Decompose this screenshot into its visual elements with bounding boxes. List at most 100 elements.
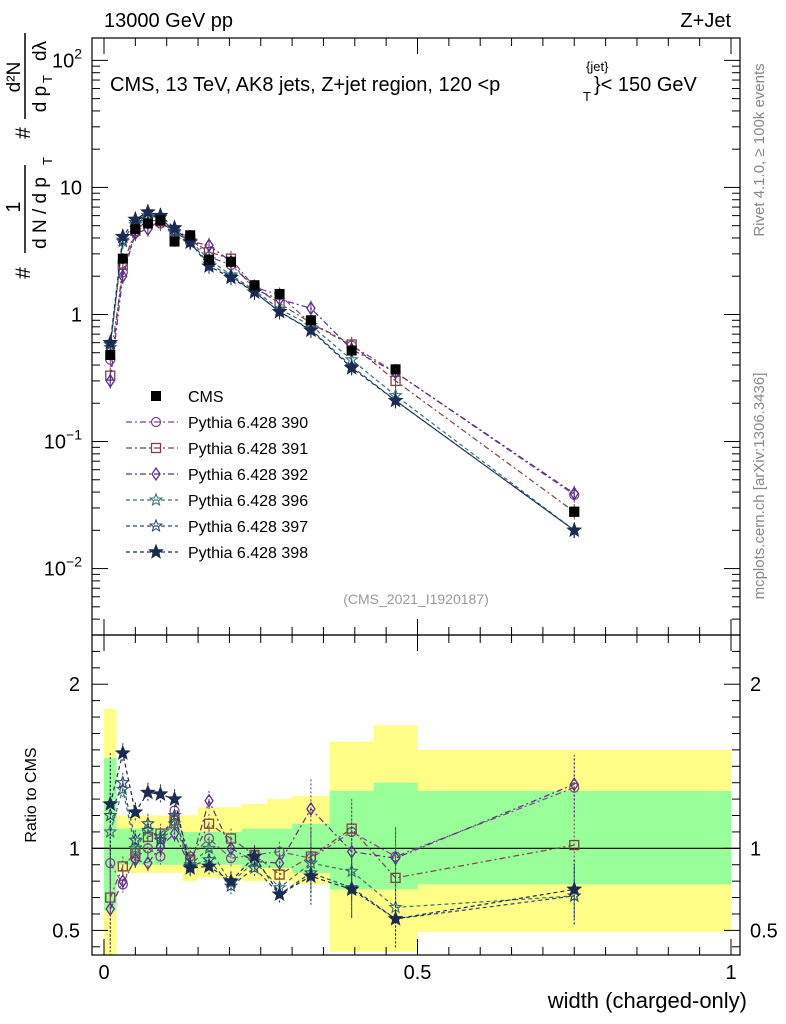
legend-marker [151, 466, 161, 482]
cms-data-point [142, 218, 153, 229]
cms-data-point [274, 288, 285, 299]
series-point-ratio [344, 863, 359, 878]
y-label-one: 1 [3, 201, 25, 212]
series-point-ratio [114, 744, 131, 760]
legend-label: Pythia 6.428 396 [188, 493, 308, 510]
series-point-ratio [139, 784, 156, 800]
y-label-d2N: d²N [4, 62, 25, 93]
title-main: CMS, 13 TeV, AK8 jets, Z+jet region, 120… [110, 74, 500, 96]
legend-marker-cms [151, 391, 161, 401]
series-line-main [109, 219, 575, 513]
series-point-main [566, 521, 583, 538]
y-label-T-sub-1: T [40, 157, 55, 165]
legend: CMS Pythia 6.428 390 Pythia 6.428 391 Pythi… [126, 389, 308, 562]
series-point-ratio [167, 808, 182, 822]
title-superscript: {jet} [586, 59, 609, 74]
series-point-ratio [166, 790, 183, 806]
ratio-plot-frame [91, 634, 741, 956]
cms-data-point [569, 506, 580, 517]
x-tick-label: 0 [98, 962, 109, 984]
cms-data-point [305, 315, 316, 326]
series-point-ratio [182, 859, 199, 875]
y-axis-label: # 1 d N / d p T # d²N d p T dλ [3, 33, 55, 279]
series-point-ratio [226, 841, 236, 856]
series-point-ratio [569, 777, 580, 792]
series-point-ratio [143, 855, 153, 871]
series-point-ratio [566, 881, 583, 897]
cms-data-point [117, 253, 128, 264]
ratio-tick-label-left: 1 [69, 838, 80, 860]
y-tick-label: 10 [60, 177, 82, 199]
series-point-main [118, 269, 128, 284]
series-line-main [109, 222, 575, 496]
title-subscript: T [583, 89, 591, 104]
y-tick-label: 102 [52, 45, 82, 72]
series-line-main [109, 211, 575, 531]
series-point-main [182, 233, 199, 250]
cms-data-point [185, 230, 196, 241]
series-point-ratio [128, 840, 143, 855]
series-point-ratio [343, 881, 360, 897]
cms-data-point [204, 254, 215, 265]
series-point-ratio [387, 910, 404, 926]
series-point-main [302, 321, 319, 338]
series-point-ratio [130, 848, 141, 859]
legend-label: Pythia 6.428 391 [188, 441, 308, 458]
series-point-main [102, 334, 119, 350]
y-tick-label: 10−1 [44, 427, 82, 454]
legend-marker [150, 416, 162, 428]
band-inner-bin [116, 828, 130, 865]
cms-data-point [249, 280, 260, 291]
mcplots-label: mcplots.cern.ch [arXiv:1306.3436] [751, 373, 768, 600]
cms-data-point [130, 224, 141, 235]
series-point-ratio [246, 848, 263, 864]
legend-label-cms: CMS [188, 389, 224, 406]
series-point-main [343, 359, 360, 375]
series-point-main [139, 203, 156, 219]
series-point-ratio [306, 801, 316, 817]
x-axis-label: width (charged-only) [547, 988, 747, 1013]
series-point-main [569, 486, 580, 501]
series-point-main [204, 238, 214, 253]
series-point-ratio [115, 781, 130, 796]
series-point-ratio [346, 823, 357, 834]
series-point-ratio [222, 872, 239, 888]
series-line-ratio [109, 780, 575, 920]
ratio-tick-label-right: 0.5 [750, 920, 778, 942]
series-point-ratio [105, 901, 116, 917]
cms-data-point [155, 215, 166, 226]
series-point-ratio [127, 803, 144, 820]
y-label-hash-left: # [12, 267, 35, 279]
series-point-ratio [115, 775, 130, 789]
y-tick-label: 1 [71, 304, 82, 326]
series-point-ratio [102, 795, 119, 811]
x-tick-label: 0.5 [404, 962, 432, 984]
series-point-ratio [302, 867, 319, 884]
cms-data-point [390, 364, 401, 375]
series-point-main [114, 228, 131, 244]
series-point-ratio [204, 793, 214, 808]
rivet-label: Rivet 4.1.0, ≥ 100k events [751, 63, 768, 236]
series-point-main [166, 219, 183, 235]
series-point-main [271, 303, 288, 319]
title-end: }< 150 GeV [594, 74, 698, 96]
cms-data-point [105, 349, 116, 360]
series-point-main [105, 373, 116, 389]
series-point-ratio [346, 844, 357, 859]
cms-data-point [225, 256, 236, 267]
series-point-main [222, 269, 239, 285]
plot-title: CMS, 13 TeV, AK8 jets, Z+jet region, 120… [110, 59, 698, 104]
y-label-dlambda: dλ [30, 40, 51, 61]
legend-label: Pythia 6.428 397 [188, 519, 308, 536]
legend-marker [148, 518, 164, 533]
series-point-main [127, 210, 144, 227]
series-point-ratio [390, 851, 401, 866]
series-point-main [306, 301, 316, 316]
series-point-ratio [201, 857, 218, 874]
y-label-hash-right: # [12, 127, 35, 139]
cms-data-point [346, 345, 357, 356]
series-point-ratio [117, 861, 128, 872]
legend-marker [148, 492, 164, 507]
ratio-tick-label-right: 1 [750, 838, 761, 860]
analysis-reference: (CMS_2021_I1920187) [343, 591, 489, 607]
